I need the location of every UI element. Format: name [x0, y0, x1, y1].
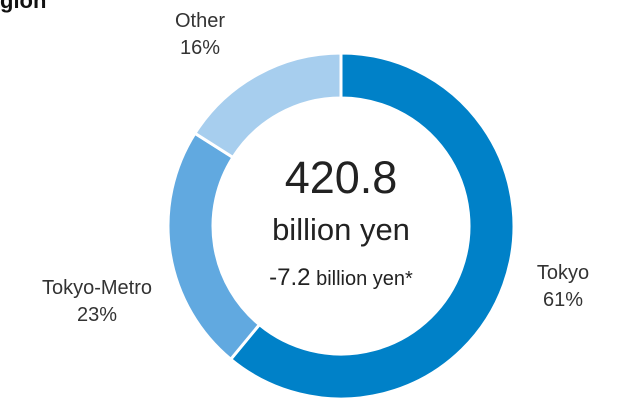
label-tokyo-name: Tokyo [536, 262, 590, 284]
label-tokyo-metro-name: Tokyo-Metro [41, 277, 153, 299]
slice-other [192, 51, 343, 160]
label-tokyo: Tokyo 61% [515, 260, 611, 314]
total-value: 420.8 [284, 152, 398, 203]
change-number: -7.2 [269, 264, 311, 291]
label-other-value: 16% [179, 37, 221, 59]
label-tokyo-metro-value: 23% [76, 304, 118, 326]
year-over-year-change: -7.2 billion yen* [221, 265, 461, 292]
slice-tokyo [228, 51, 516, 398]
label-tokyo-metro: Tokyo-Metro 23% [22, 275, 172, 329]
heading-fragment: gion [0, 0, 47, 13]
change-suffix: billion yen* [316, 268, 413, 290]
donut-slices [166, 51, 516, 398]
total-unit: billion yen [272, 212, 410, 247]
label-other: Other 16% [145, 8, 255, 62]
label-other-name: Other [174, 10, 226, 32]
label-tokyo-value: 61% [542, 289, 584, 311]
